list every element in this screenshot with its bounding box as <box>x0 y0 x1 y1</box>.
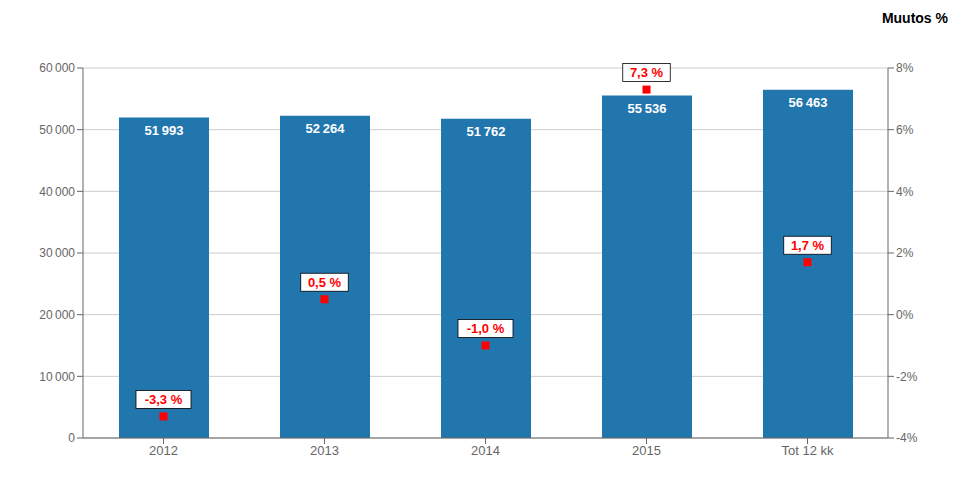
html-text:Muutos %: Muutos % <box>881 10 948 26</box>
svg-text:50 000: 50 000 <box>39 123 75 137</box>
svg-text:0%: 0% <box>896 308 914 322</box>
svg-text:-4%: -4% <box>896 431 918 445</box>
svg-text:6%: 6% <box>896 123 914 137</box>
svg-text:2015: 2015 <box>632 443 661 458</box>
svg-text:2012: 2012 <box>149 443 178 458</box>
svg-text:Tot 12 kk: Tot 12 kk <box>781 443 834 458</box>
svg-text:-3,3 %: -3,3 % <box>145 392 183 407</box>
svg-text:0: 0 <box>68 431 75 445</box>
svg-text:-1,0 %: -1,0 % <box>467 321 505 336</box>
svg-text:40 000: 40 000 <box>39 185 75 199</box>
svg-text:2013: 2013 <box>310 443 339 458</box>
svg-text:7,3 %: 7,3 % <box>630 65 664 80</box>
svg-text:56 463: 56 463 <box>789 95 828 110</box>
svg-text:10 000: 10 000 <box>39 370 75 384</box>
svg-text:20 000: 20 000 <box>39 308 75 322</box>
svg-text:51 993: 51 993 <box>145 123 184 138</box>
svg-text:51 762: 51 762 <box>467 124 506 139</box>
svg-text:0,5 %: 0,5 % <box>308 275 342 290</box>
svg-text:2%: 2% <box>896 246 914 260</box>
svg-text:55 536: 55 536 <box>628 101 667 116</box>
svg-text:1,7 %: 1,7 % <box>791 238 825 253</box>
svg-text:8%: 8% <box>896 61 914 75</box>
svg-text:30 000: 30 000 <box>39 246 75 260</box>
svg-text:4%: 4% <box>896 185 914 199</box>
svg-text:60 000: 60 000 <box>39 61 75 75</box>
svg-text:52 264: 52 264 <box>306 121 346 136</box>
svg-text:-2%: -2% <box>896 370 918 384</box>
svg-text:2014: 2014 <box>471 443 500 458</box>
